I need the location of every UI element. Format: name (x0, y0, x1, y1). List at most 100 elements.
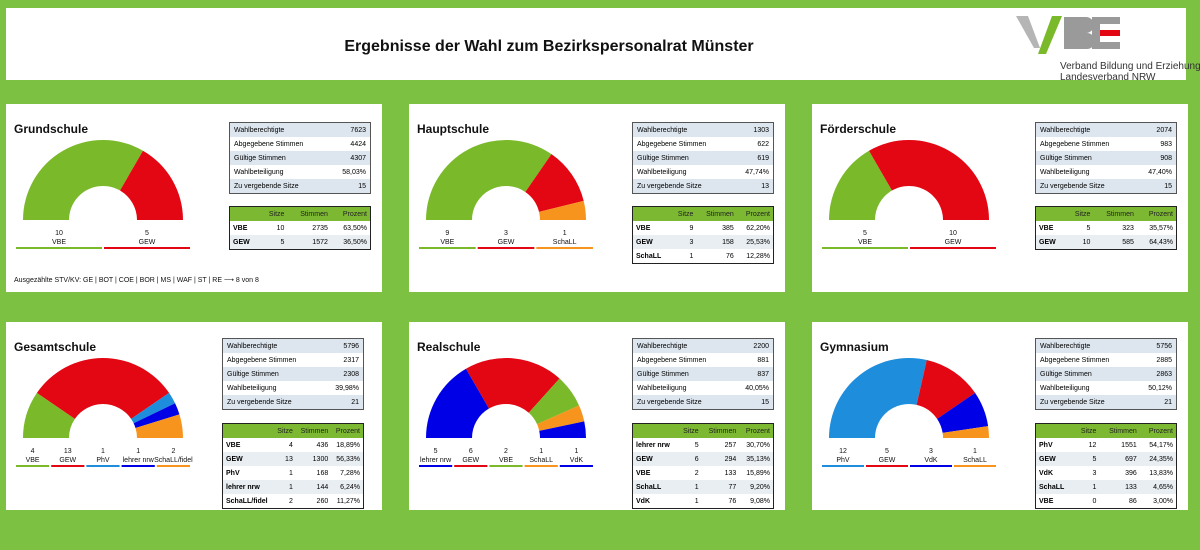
result-pct: 35,57% (1149, 224, 1173, 232)
stat-label: Abgegebene Stimmen (633, 137, 733, 151)
stat-label: Zu vergebende Sitze (223, 395, 323, 409)
result-pct: 12,28% (746, 252, 770, 260)
result-pct: 7,28% (340, 469, 360, 477)
seat-count-label: 1 (136, 448, 140, 455)
result-votes: 396 (1125, 469, 1137, 477)
stats-table: Wahlberechtigte 5756 Abgegebene Stimmen 288… (1035, 338, 1177, 410)
result-pct: 3,00% (1153, 497, 1173, 505)
result-seats: 12 (1088, 441, 1097, 449)
stats-table: Wahlberechtigte 2074 Abgegebene Stimmen 983… (1035, 122, 1177, 194)
panel-title: Realschule (417, 340, 481, 354)
stats-row: Gültige Stimmen 2308 (223, 367, 363, 381)
seat-count-label: 5 (145, 230, 149, 237)
result-seats: 2 (694, 469, 699, 477)
result-party: VBE (1039, 497, 1054, 505)
result-row: PhV 12 1551 54,17% (1036, 438, 1177, 452)
stat-value: 40,05% (732, 381, 773, 395)
stats-row: Wahlbeteiligung 58,03% (230, 165, 370, 179)
results-header: Sitze (1065, 206, 1094, 221)
stat-label: Wahlberechtigte (230, 123, 330, 137)
slice-schall (539, 200, 586, 220)
seat-count-label: 10 (55, 230, 63, 237)
results-header: Sitze (677, 423, 702, 438)
page-title: Ergebnisse der Wahl zum Bezirkspersonalr… (344, 38, 754, 55)
stats-row: Zu vergebende Sitze 15 (1036, 179, 1176, 193)
party-label: VBE (499, 457, 513, 464)
result-votes: 257 (724, 441, 737, 449)
seat-count-label: 5 (885, 448, 889, 455)
result-pct: 25,53% (736, 235, 774, 249)
result-votes: 260 (316, 497, 329, 505)
stat-value: 2074 (1135, 123, 1176, 137)
stat-label: Wahlbeteiligung (223, 381, 323, 395)
party-label: VBE (52, 239, 66, 246)
party-label: PhV (836, 457, 850, 464)
result-row: VdK 1 76 9,08% (633, 494, 774, 509)
party-label: GEW (879, 457, 896, 464)
results-header-row: Sitze Stimmen Prozent (1035, 423, 1177, 438)
panel-f-rderschule: Förderschule 5 VBE 10 GEW Wahlberechtigte 2074… (812, 104, 1188, 292)
half-donut-chart: 10 VBE 5 GEW (16, 139, 190, 249)
seat-count-label: 1 (973, 448, 977, 455)
logo-line2: Landesverband NRW (1060, 72, 1156, 83)
result-pct: 4,65% (1139, 480, 1177, 494)
result-party: SchaLL (632, 480, 678, 494)
seat-count-label: 5 (863, 230, 867, 237)
result-row: VdK 3 396 13,83% (1036, 466, 1177, 480)
slice-schall (537, 405, 585, 431)
half-donut-chart: 9 VBE 3 GEW 1 SchaLL (419, 140, 593, 249)
stat-label: Zu vergebende Sitze (633, 395, 733, 409)
stat-value: 15 (732, 395, 773, 409)
result-party: SchaLL (1035, 480, 1074, 494)
result-votes: 294 (701, 452, 740, 466)
stat-label: Abgegebene Stimmen (1036, 353, 1136, 367)
party-label: GEW (945, 239, 962, 246)
result-seats: 5 (694, 441, 699, 449)
seat-count-label: 1 (574, 448, 578, 455)
stats-row: Gültige Stimmen 908 (1036, 151, 1176, 165)
result-pct: 35,13% (739, 452, 774, 466)
slice-phv (131, 392, 176, 424)
stats-row: Abgegebene Stimmen 2885 (1036, 353, 1176, 367)
results-header: Sitze (1073, 423, 1100, 438)
result-row: GEW 5 1572 36,50% (229, 235, 371, 250)
results-header: Prozent (736, 206, 774, 221)
stat-value: 13 (732, 179, 773, 193)
result-pct: 62,20% (746, 224, 770, 232)
result-seats: 9 (689, 224, 694, 232)
party-label: VBE (26, 457, 40, 464)
results-header: Stimmen (295, 423, 332, 438)
stat-value: 2200 (732, 339, 773, 353)
result-seats: 5 (1073, 452, 1100, 466)
stat-label: Wahlberechtigte (1036, 123, 1136, 137)
slice-phv (829, 358, 927, 438)
stat-value: 2317 (322, 353, 363, 367)
stats-row: Wahlbeteiligung 39,98% (223, 381, 363, 395)
result-votes: 436 (316, 441, 329, 449)
results-table: Sitze Stimmen Prozent VBE 5 323 35,57% GEW 10 585… (1035, 206, 1177, 250)
result-seats: 1 (677, 480, 702, 494)
stats-row: Wahlbeteiligung 47,40% (1036, 165, 1176, 179)
seat-count-label: 12 (839, 448, 847, 455)
result-row: SchaLL 1 77 9,20% (632, 480, 774, 494)
results-header: Prozent (739, 423, 774, 438)
stat-value: 5796 (322, 339, 363, 353)
result-row: VBE 2 133 15,89% (633, 466, 774, 480)
results-header: Prozent (331, 423, 364, 438)
stat-value: 2863 (1135, 367, 1176, 381)
result-party: VBE (233, 224, 248, 232)
stat-label: Wahlbeteiligung (230, 165, 330, 179)
result-votes: 76 (725, 252, 734, 260)
result-row: PhV 1 168 7,28% (223, 466, 364, 480)
slice-lehrer-nrw (426, 368, 489, 438)
seat-count-label: 4 (31, 448, 35, 455)
result-seats: 1 (288, 469, 293, 477)
result-pct: 9,20% (739, 480, 774, 494)
result-party: VBE (1039, 224, 1054, 232)
result-seats: 6 (677, 452, 702, 466)
result-party: GEW (632, 235, 671, 249)
slice-gew (916, 360, 976, 419)
logo-line1: Verband Bildung und Erziehung (1060, 61, 1200, 72)
stats-row: Zu vergebende Sitze 15 (230, 179, 370, 193)
stats-row: Wahlbeteiligung 50,12% (1036, 381, 1176, 395)
